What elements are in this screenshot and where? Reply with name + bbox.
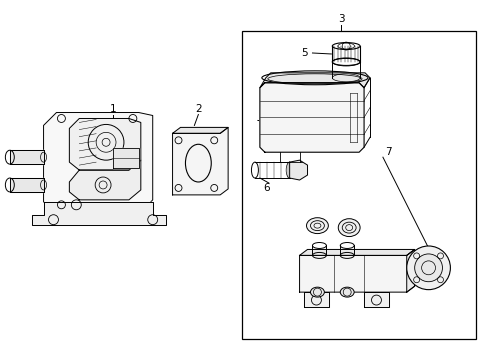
Text: 3: 3: [337, 14, 344, 24]
Text: 5: 5: [301, 48, 307, 58]
Polygon shape: [259, 83, 364, 152]
Text: 1: 1: [109, 104, 116, 113]
Text: 4: 4: [268, 117, 275, 127]
Ellipse shape: [310, 287, 324, 297]
Text: 2: 2: [195, 104, 201, 113]
Polygon shape: [303, 292, 328, 307]
Ellipse shape: [338, 219, 359, 237]
Text: 7: 7: [385, 147, 391, 157]
Polygon shape: [299, 249, 414, 292]
Polygon shape: [406, 249, 414, 292]
Polygon shape: [113, 148, 139, 168]
Polygon shape: [299, 249, 414, 255]
Polygon shape: [259, 73, 369, 88]
Polygon shape: [10, 150, 43, 164]
Polygon shape: [289, 160, 307, 180]
Ellipse shape: [340, 287, 353, 297]
Polygon shape: [43, 113, 152, 215]
Polygon shape: [69, 118, 141, 170]
Ellipse shape: [306, 218, 327, 234]
Text: 6: 6: [263, 183, 269, 193]
Circle shape: [414, 254, 442, 282]
Polygon shape: [32, 202, 165, 225]
Polygon shape: [172, 127, 228, 133]
Polygon shape: [10, 178, 43, 192]
Polygon shape: [364, 292, 388, 307]
Circle shape: [406, 246, 449, 290]
Polygon shape: [172, 127, 228, 195]
Polygon shape: [69, 160, 141, 200]
Bar: [242, 31, 475, 339]
